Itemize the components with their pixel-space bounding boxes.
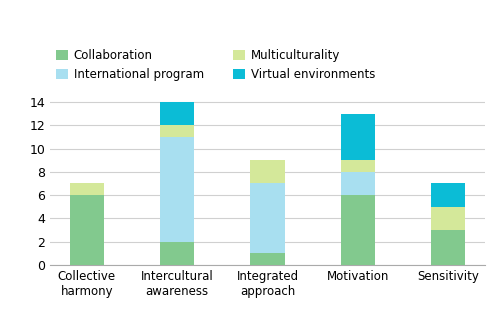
Legend: Collaboration, International program, Multiculturality, Virtual environments: Collaboration, International program, Mu… [56, 49, 376, 81]
Bar [160, 137, 194, 242]
Bar [431, 183, 465, 207]
Bar [250, 183, 284, 253]
Bar [250, 160, 284, 183]
Bar [340, 195, 375, 265]
Bar [340, 114, 375, 160]
Bar [160, 242, 194, 265]
Bar [340, 160, 375, 172]
Bar [431, 207, 465, 230]
Bar [70, 183, 104, 195]
Bar [250, 253, 284, 265]
Bar [70, 195, 104, 265]
Bar [431, 230, 465, 265]
Bar [160, 125, 194, 137]
Bar [340, 172, 375, 195]
Bar [160, 102, 194, 125]
